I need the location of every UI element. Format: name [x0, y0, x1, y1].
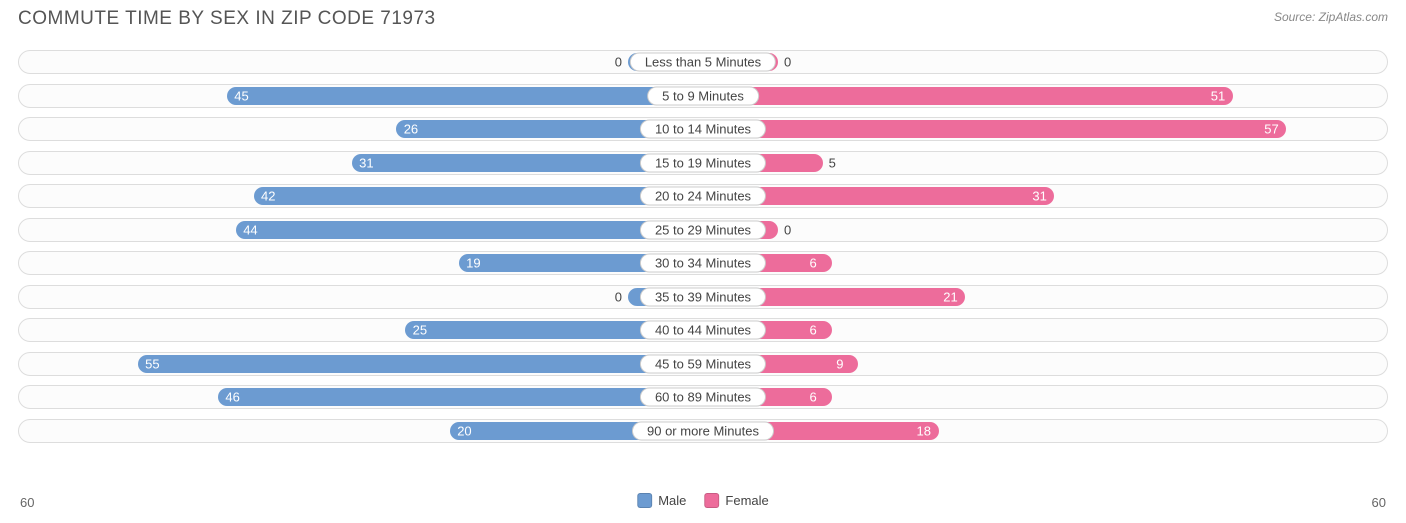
value-female: 21: [943, 289, 957, 304]
bar-male: [227, 87, 703, 105]
axis-label-right: 60: [1372, 495, 1386, 510]
chart-plot-area: 0 0 Less than 5 Minutes 45 51 5 to 9 Minutes 2…: [18, 50, 1388, 485]
value-female: 0: [784, 222, 791, 237]
category-label: Less than 5 Minutes: [630, 53, 776, 72]
value-male: 46: [225, 390, 239, 405]
bar-male: [138, 355, 703, 373]
chart-row: 26 57 10 to 14 Minutes: [18, 117, 1388, 141]
value-male: 42: [261, 189, 275, 204]
category-label: 20 to 24 Minutes: [640, 187, 766, 206]
axis-label-left: 60: [20, 495, 34, 510]
chart-row: 42 31 20 to 24 Minutes: [18, 184, 1388, 208]
chart-title: COMMUTE TIME BY SEX IN ZIP CODE 71973: [18, 8, 436, 29]
chart-row: 45 51 5 to 9 Minutes: [18, 84, 1388, 108]
value-female: 57: [1264, 122, 1278, 137]
value-male: 44: [243, 222, 257, 237]
value-male: 31: [359, 155, 373, 170]
value-female: 18: [917, 423, 931, 438]
category-label: 15 to 19 Minutes: [640, 153, 766, 172]
category-label: 10 to 14 Minutes: [640, 120, 766, 139]
chart-row: 31 5 15 to 19 Minutes: [18, 151, 1388, 175]
bar-female: [703, 120, 1286, 138]
value-female: 5: [829, 155, 836, 170]
value-male: 45: [234, 88, 248, 103]
bar-male: [218, 388, 703, 406]
category-label: 30 to 34 Minutes: [640, 254, 766, 273]
category-label: 40 to 44 Minutes: [640, 321, 766, 340]
value-female: 6: [810, 323, 817, 338]
value-male: 19: [466, 256, 480, 271]
bar-male: [254, 187, 704, 205]
category-label: 60 to 89 Minutes: [640, 388, 766, 407]
category-label: 25 to 29 Minutes: [640, 220, 766, 239]
value-male: 55: [145, 356, 159, 371]
value-male: 0: [615, 55, 622, 70]
chart-row: 19 6 30 to 34 Minutes: [18, 251, 1388, 275]
chart-row: 44 0 25 to 29 Minutes: [18, 218, 1388, 242]
value-female: 31: [1032, 189, 1046, 204]
chart-legend: Male Female: [637, 493, 769, 508]
legend-label-female: Female: [725, 493, 768, 508]
chart-row: 25 6 40 to 44 Minutes: [18, 318, 1388, 342]
chart-row: 0 0 Less than 5 Minutes: [18, 50, 1388, 74]
value-female: 6: [810, 390, 817, 405]
chart-header: COMMUTE TIME BY SEX IN ZIP CODE 71973 So…: [0, 0, 1406, 40]
value-male: 25: [413, 323, 427, 338]
category-label: 5 to 9 Minutes: [647, 86, 759, 105]
value-female: 6: [810, 256, 817, 271]
legend-item-male: Male: [637, 493, 686, 508]
legend-swatch-female: [704, 493, 719, 508]
category-label: 90 or more Minutes: [632, 421, 774, 440]
value-male: 20: [457, 423, 471, 438]
chart-footer: 60 Male Female 60: [18, 493, 1388, 517]
chart-container: COMMUTE TIME BY SEX IN ZIP CODE 71973 So…: [0, 0, 1406, 523]
bar-female: [703, 87, 1233, 105]
chart-row: 55 9 45 to 59 Minutes: [18, 352, 1388, 376]
value-female: 9: [836, 356, 843, 371]
bar-male: [236, 221, 703, 239]
category-label: 35 to 39 Minutes: [640, 287, 766, 306]
legend-swatch-male: [637, 493, 652, 508]
value-male: 0: [615, 289, 622, 304]
value-female: 0: [784, 55, 791, 70]
chart-row: 0 21 35 to 39 Minutes: [18, 285, 1388, 309]
legend-item-female: Female: [704, 493, 768, 508]
chart-row: 46 6 60 to 89 Minutes: [18, 385, 1388, 409]
legend-label-male: Male: [658, 493, 686, 508]
value-female: 51: [1211, 88, 1225, 103]
chart-row: 20 18 90 or more Minutes: [18, 419, 1388, 443]
category-label: 45 to 59 Minutes: [640, 354, 766, 373]
chart-source: Source: ZipAtlas.com: [1274, 10, 1388, 24]
value-male: 26: [404, 122, 418, 137]
